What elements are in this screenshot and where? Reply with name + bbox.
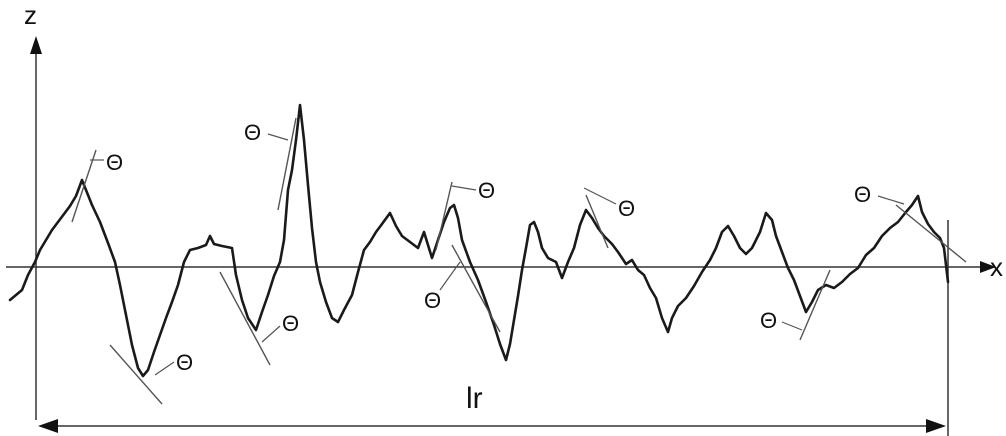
angle-leader-line [439, 261, 461, 291]
angle-label: Θ [618, 196, 635, 221]
angle-leader-line [261, 325, 281, 343]
angle-leader-line [267, 133, 289, 141]
angle-leader-line [583, 187, 617, 205]
tangent-line [585, 194, 609, 249]
x-axis-arrow [980, 261, 996, 273]
angle-leader-line [154, 361, 175, 376]
angle-label: Θ [760, 308, 777, 333]
angle-label: Θ [176, 350, 193, 375]
length-label: lr [466, 382, 483, 415]
tangent-line [219, 271, 271, 366]
angle-label: Θ [424, 288, 441, 313]
angle-label: Θ [478, 178, 495, 203]
roughness-profile-curve [8, 103, 950, 378]
angle-label: Θ [854, 182, 871, 207]
angle-leader-line [781, 321, 803, 331]
angle-leader-line [877, 195, 905, 205]
tangent-line [71, 149, 97, 223]
tangent-line [799, 269, 831, 341]
tangent-line [895, 204, 967, 263]
z-axis-arrow [30, 36, 42, 54]
angle-leader-line [451, 185, 477, 191]
angle-label: Θ [106, 150, 123, 175]
z-axis-label: z [24, 0, 37, 30]
x-axis-label: x [990, 252, 1003, 282]
length-arrow-left [38, 419, 58, 433]
angle-label: Θ [244, 120, 261, 145]
tangent-line [451, 244, 501, 333]
tangent-line [277, 117, 297, 211]
angle-label: Θ [282, 311, 299, 336]
tangent-line [435, 181, 453, 251]
tangent-line [109, 344, 163, 405]
length-arrow-right [926, 419, 946, 433]
